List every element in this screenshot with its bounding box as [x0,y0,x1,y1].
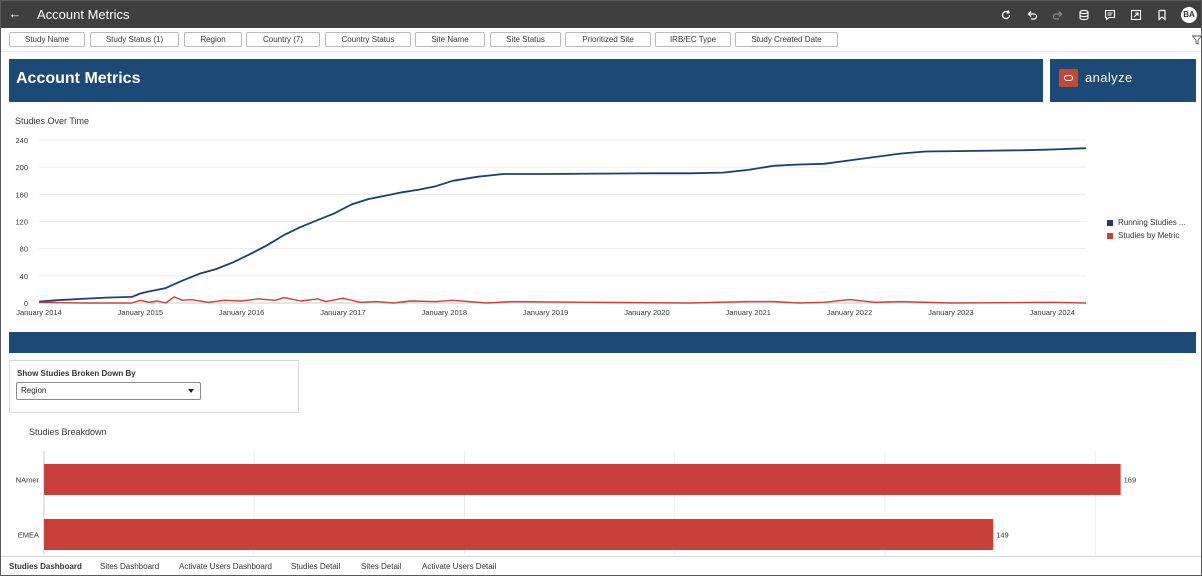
legend-swatch [1107,219,1113,226]
x-tick-label: January 2014 [16,308,61,317]
present-icon[interactable] [1123,5,1149,25]
y-tick-label: 160 [15,190,28,199]
legend-item-running-studies[interactable]: Running Studies ... [1107,216,1186,229]
y-tick-label: 0 [24,299,28,308]
tab-sites-dashboard[interactable]: Sites Dashboard [100,562,160,571]
tab-studies-detail[interactable]: Studies Detail [291,562,341,571]
x-tick-label: January 2017 [320,308,365,317]
breakdown-selector-panel: Show Studies Broken Down By Region [9,360,299,413]
line-chart-legend: Running Studies ... Studies by Metric [1107,216,1186,242]
tab-studies-dashboard[interactable]: Studies Dashboard [9,557,82,575]
breakdown-selector-label: Show Studies Broken Down By [17,369,136,378]
tab-sites-detail[interactable]: Sites Detail [361,562,402,571]
x-tick-label: January 2018 [422,308,467,317]
legend-label: Studies by Metric [1118,231,1180,240]
undo-icon[interactable] [1019,5,1045,25]
series-line-running-studies[interactable] [38,147,1087,303]
filter-funnel-icon[interactable] [1192,35,1202,45]
user-avatar[interactable]: BA [1181,7,1197,23]
category-label: NAmer [16,476,40,485]
x-tick-label: January 2024 [1029,308,1074,317]
x-tick-label: January 2021 [726,308,771,317]
y-tick-label: 80 [20,245,28,254]
filter-site-name[interactable]: Site Name [415,32,485,47]
series-line-studies-by-metric[interactable] [38,296,1087,304]
x-tick-label: January 2022 [827,308,872,317]
filter-site-status[interactable]: Site Status [490,32,561,47]
redo-icon[interactable] [1045,5,1071,25]
filter-country-status[interactable]: Country Status [325,32,411,47]
bookmark-icon[interactable] [1149,5,1175,25]
breakdown-dropdown[interactable]: Region [16,382,201,400]
bar-value-label: 149 [996,531,1009,540]
top-bar: ← Account Metrics BA [1,1,1201,28]
data-icon[interactable] [1071,5,1097,25]
bar-emea[interactable] [44,519,994,550]
dropdown-value: Region [21,386,47,395]
app-title: Account Metrics [37,7,130,22]
y-tick-label: 240 [15,136,28,145]
y-tick-label: 40 [20,272,28,281]
filter-irb-ec-type[interactable]: IRB/EC Type [655,32,731,47]
chevron-down-icon [188,389,194,393]
tab-activate-users-detail[interactable]: Activate Users Detail [422,562,497,571]
filter-study-name[interactable]: Study Name [9,32,85,47]
logo-banner: analyze [1050,59,1196,102]
refresh-icon[interactable] [993,5,1019,25]
filter-region[interactable]: Region [184,32,242,47]
logo-text: analyze [1085,70,1133,85]
x-tick-label: January 2016 [219,308,264,317]
header-banner: Account Metrics [9,59,1043,102]
y-tick-label: 200 [15,163,28,172]
section-divider-banner [9,332,1196,353]
legend-item-studies-by-metric[interactable]: Studies by Metric [1107,229,1186,242]
x-tick-label: January 2019 [523,308,568,317]
bar-value-label: 169 [1124,476,1137,485]
back-arrow-icon[interactable]: ← [8,6,22,21]
line-chart-title: Studies Over Time [15,116,90,126]
filter-study-created-date[interactable]: Study Created Date [735,32,838,47]
bar-namer[interactable] [44,464,1121,495]
dashboard-tabs: Studies Dashboard Sites Dashboard Activa… [1,556,1201,575]
bar-chart-title: Studies Breakdown [29,427,107,437]
x-tick-label: January 2023 [928,308,973,317]
oracle-logo-icon [1059,69,1078,87]
legend-label: Running Studies ... [1118,218,1186,227]
filter-bar: Study Name Study Status (1) Region Count… [1,28,1202,52]
y-tick-label: 120 [15,218,28,227]
comment-icon[interactable] [1097,5,1123,25]
filter-prioritized-site[interactable]: Prioritized Site [565,32,651,47]
x-tick-label: January 2020 [624,308,669,317]
toolbar: BA [993,5,1197,25]
filter-country[interactable]: Country (7) [246,32,320,47]
legend-swatch [1107,232,1113,239]
filter-study-status[interactable]: Study Status (1) [90,32,179,47]
tab-activate-users-dashboard[interactable]: Activate Users Dashboard [179,562,272,571]
page-title: Account Metrics [16,70,141,87]
category-label: EMEA [18,531,39,540]
x-tick-label: January 2015 [118,308,163,317]
studies-over-time-chart: 0 40 80 120 160 200 240 January 2014 January 201… [15,136,1087,317]
studies-breakdown-chart: NAmer 169 EMEA 149 [16,451,1137,555]
